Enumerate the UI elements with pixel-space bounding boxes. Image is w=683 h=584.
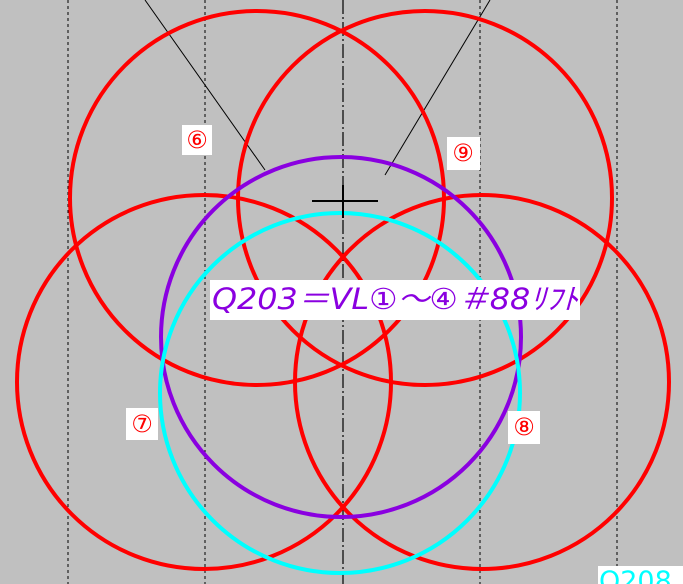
guide-lines [67, 0, 618, 584]
purple-circle [159, 155, 523, 519]
leader-line [384, 0, 491, 176]
cyan-circle [158, 211, 522, 575]
circle-label: ⑧ [513, 413, 535, 441]
label-box [182, 125, 212, 155]
circle [15, 193, 393, 571]
red-circles [15, 9, 671, 571]
circle [293, 193, 671, 571]
label-box [126, 408, 158, 440]
circle-label: ⑨ [452, 139, 474, 167]
circle-label: ⑥ [186, 126, 208, 154]
label-box [508, 411, 540, 444]
main-label: Q203＝VL①～④＃88ﾘﾌﾄ [212, 282, 579, 316]
circle-label: ⑦ [131, 410, 153, 438]
main-label-box [210, 280, 580, 320]
corner-label-box [598, 566, 683, 584]
label-box [447, 137, 480, 170]
corner-label: Q208 [599, 566, 672, 584]
